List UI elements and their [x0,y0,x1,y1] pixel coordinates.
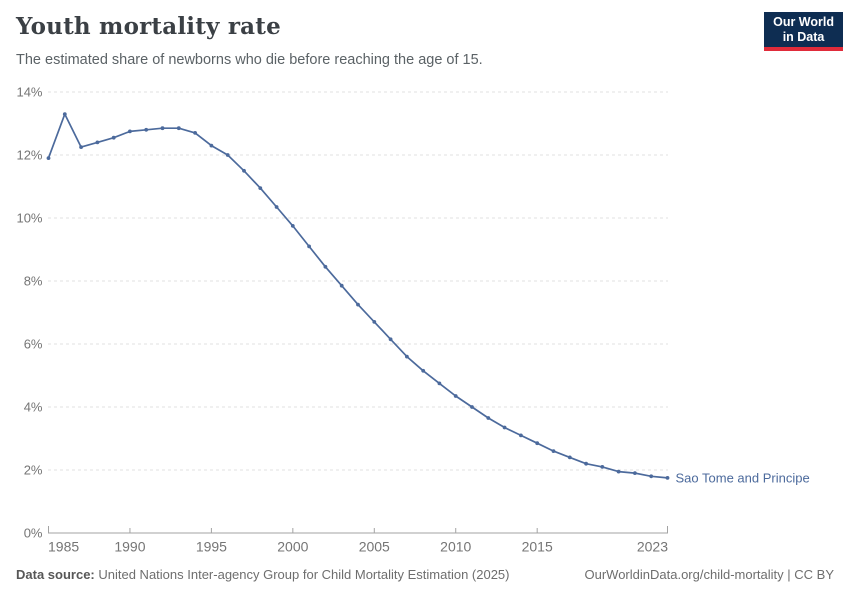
data-point[interactable] [160,126,165,131]
data-point[interactable] [46,156,51,161]
data-point[interactable] [535,441,540,446]
y-tick-label: 0% [24,526,43,541]
x-tick-label: 1990 [114,539,145,555]
data-source-text: United Nations Inter-agency Group for Ch… [94,567,510,582]
data-source: Data source: United Nations Inter-agency… [16,567,510,582]
data-point[interactable] [176,126,181,131]
data-point[interactable] [372,320,377,324]
chart-subtitle: The estimated share of newborns who die … [16,52,483,68]
data-point[interactable] [388,337,393,342]
data-point[interactable] [551,449,556,453]
footer-citation-link[interactable]: OurWorldinData.org/child-mortality | CC … [584,567,835,582]
y-tick-label: 12% [16,148,42,163]
data-point[interactable] [339,283,344,288]
data-point[interactable] [665,476,670,480]
data-point[interactable] [323,264,328,269]
data-point[interactable] [453,394,458,398]
data-point[interactable] [633,471,637,475]
y-tick-label: 14% [16,85,42,100]
data-point[interactable] [421,368,426,373]
x-tick-label: 2015 [522,539,553,555]
data-source-label: Data source: [16,567,95,582]
data-point[interactable] [405,354,409,359]
y-tick-label: 10% [16,211,42,226]
data-point[interactable] [111,135,116,140]
data-point[interactable] [242,168,246,173]
gridlines [48,91,668,471]
data-point[interactable] [225,153,230,157]
data-point[interactable] [290,224,295,228]
data-point[interactable] [470,405,474,409]
data-point[interactable] [502,425,507,430]
data-point[interactable] [79,145,83,150]
y-tick-label: 8% [24,274,43,289]
y-axis-labels: 0% 2% 4% 6% 8% 10% 12% 14% [16,85,42,541]
data-point[interactable] [62,112,67,116]
data-point[interactable] [600,465,605,469]
data-point[interactable] [437,381,442,386]
data-point[interactable] [486,416,491,420]
owid-logo[interactable]: Our World in Data [764,12,843,51]
data-point[interactable] [649,474,654,479]
y-tick-label: 4% [24,400,43,415]
y-tick-label: 6% [24,337,43,352]
data-point[interactable] [95,140,100,145]
entity-label[interactable]: Sao Tome and Principe [676,470,810,485]
data-point[interactable] [567,455,572,460]
data-point[interactable] [127,129,132,134]
data-point[interactable] [584,461,588,466]
data-point[interactable] [144,127,149,132]
data-point[interactable] [356,302,360,307]
data-point[interactable] [209,143,214,148]
x-tick-label: 2005 [359,539,390,555]
series-line-sao-tome-and-principe[interactable] [46,112,670,480]
x-tick-label: 2010 [440,539,471,555]
data-point[interactable] [616,469,621,474]
y-tick-label: 2% [24,463,43,478]
data-point[interactable] [307,244,311,249]
data-point[interactable] [519,433,523,438]
x-tick-label: 1995 [196,539,227,555]
x-axis: 1985 1990 1995 2000 2005 2010 2015 2023 [48,526,668,555]
owid-logo-line2: in Data [782,30,825,44]
data-point[interactable] [274,205,279,209]
owid-logo-line1: Our World [773,15,834,29]
page-title: Youth mortality rate [16,13,281,40]
x-tick-label: 1985 [48,539,79,555]
data-point[interactable] [193,131,198,135]
x-tick-label: 2000 [277,539,308,555]
x-tick-label: 2023 [637,539,668,555]
chart-line[interactable] [47,113,669,479]
data-point[interactable] [258,186,263,191]
